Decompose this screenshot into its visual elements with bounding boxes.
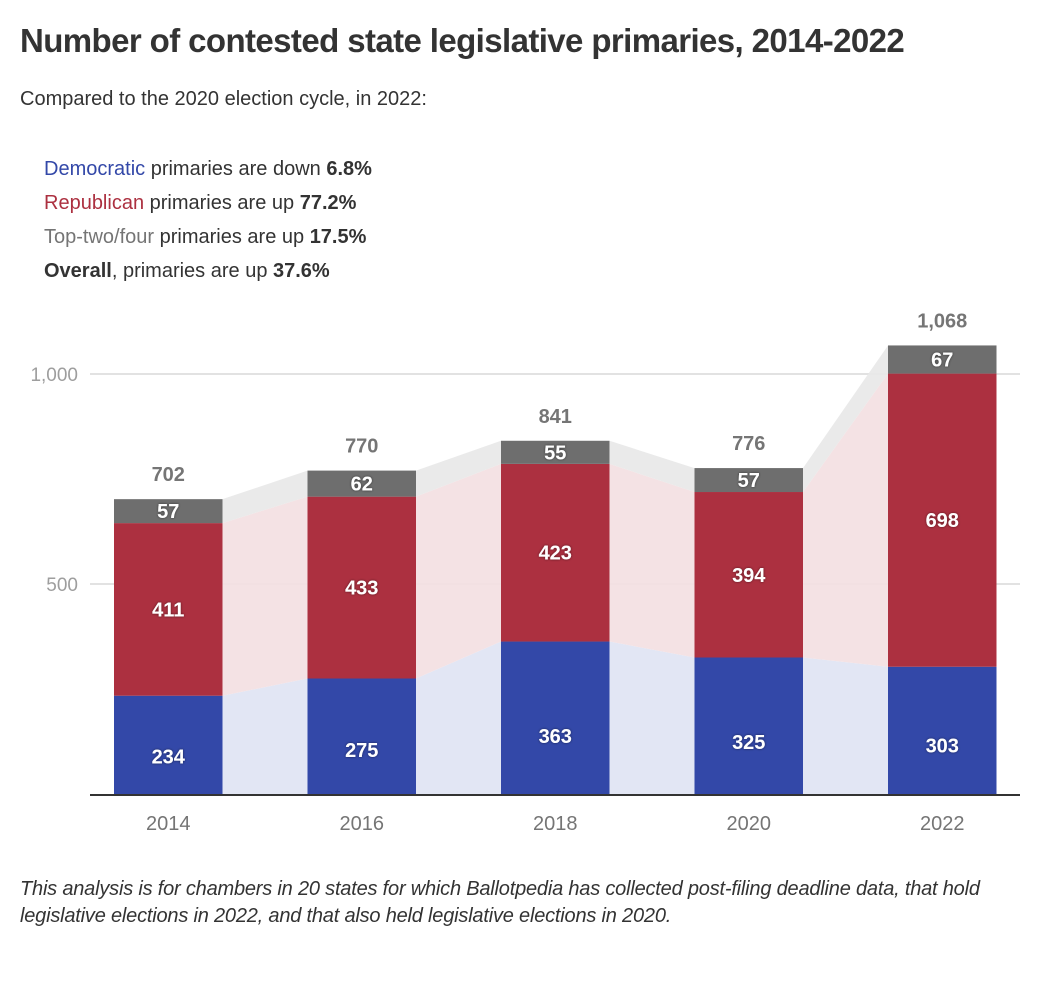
bar-segment-democratic	[501, 641, 610, 794]
segment-value-label: 423	[539, 543, 572, 565]
summary-top-two-four: Top-two/four primaries are up 17.5%	[44, 220, 372, 254]
chart-subtitle: Compared to the 2020 election cycle, in …	[20, 88, 427, 110]
connector-area-democratic	[416, 641, 501, 794]
segment-value-label: 698	[926, 510, 959, 532]
summary-value: 17.5%	[309, 226, 367, 248]
bar-segment-republican	[307, 496, 416, 679]
x-tick-label: 2020	[727, 813, 772, 835]
summary-party: Overall	[44, 260, 112, 282]
bar-segment-republican	[888, 373, 997, 667]
summary-text: primaries are up	[144, 192, 300, 214]
bar-segment-republican	[694, 492, 803, 658]
bar-segment-republican	[501, 463, 610, 642]
chart-title: Number of contested state legislative pr…	[20, 22, 905, 59]
total-value-label: 776	[732, 433, 765, 455]
axes: 500 1,000 2014 2016 2018 2020 2022	[30, 365, 1020, 835]
connector-area-democratic	[609, 641, 695, 794]
connector-area-democratic	[803, 657, 888, 794]
bar-segment-republican	[114, 523, 223, 696]
segment-value-label: 433	[345, 578, 378, 600]
connector-area-republican	[803, 373, 888, 667]
bar-segment-top-two-four	[307, 470, 416, 497]
bars	[114, 345, 997, 794]
connector-area-top-two-four	[222, 470, 308, 524]
summary-democratic: Democratic primaries are down 6.8%	[44, 152, 372, 186]
bar-segment-top-two-four	[694, 468, 803, 493]
segment-value-label: 363	[539, 726, 572, 748]
connector-area-republican	[222, 496, 308, 696]
x-tick-label: 2014	[146, 813, 191, 835]
summary-text: , primaries are up	[111, 260, 273, 282]
stacked-bar-chart: 2344115770227543362770363423558413253945…	[30, 310, 1020, 835]
bar-segment-top-two-four	[888, 345, 997, 374]
footnote: This analysis is for chambers in 20 stat…	[20, 878, 980, 927]
summary-text: primaries are up	[154, 226, 310, 248]
connector-area-top-two-four	[416, 440, 501, 497]
bar-segment-top-two-four	[114, 499, 223, 524]
total-value-label: 841	[539, 406, 572, 428]
segment-value-label: 55	[544, 442, 566, 464]
x-tick-label: 2022	[920, 813, 965, 835]
bar-segment-democratic	[114, 695, 223, 794]
bar-segment-democratic	[694, 657, 803, 794]
connector-area-top-two-four	[609, 440, 695, 493]
summary-value: 37.6%	[273, 260, 330, 282]
segment-value-label: 57	[738, 470, 760, 492]
bar-segment-top-two-four	[501, 440, 610, 464]
x-tick-label: 2018	[533, 813, 578, 835]
summary-party: Democratic	[44, 158, 146, 180]
summary-party: Top-two/four	[44, 226, 155, 248]
connector-area-top-two-four	[803, 345, 888, 493]
x-tick-label: 2016	[340, 813, 385, 835]
summary-text: primaries are down	[145, 158, 327, 180]
total-value-label: 1,068	[917, 310, 967, 332]
total-value-label: 770	[345, 436, 378, 458]
segment-value-label: 234	[152, 747, 186, 769]
bar-segment-democratic	[888, 666, 997, 794]
connector-area-republican	[609, 463, 695, 658]
segment-value-label: 275	[345, 740, 378, 762]
summary-list: Democratic primaries are down 6.8% Repub…	[44, 152, 372, 288]
data-labels: 234 411 57 702 275 433 62 770 363 423 55 841 325 394 5…	[152, 310, 968, 768]
segment-value-label: 57	[157, 501, 179, 523]
summary-overall: Overall, primaries are up 37.6%	[44, 254, 372, 288]
segment-value-label: 325	[732, 732, 765, 754]
connector-areas	[222, 345, 888, 794]
bar-segment-democratic	[307, 678, 416, 794]
connector-area-democratic	[222, 678, 308, 794]
segment-value-label: 62	[351, 474, 373, 496]
summary-republican: Republican primaries are up 77.2%	[44, 186, 372, 220]
segment-value-label: 303	[926, 736, 959, 758]
y-tick-label: 500	[46, 575, 78, 596]
segment-value-label: 394	[732, 565, 766, 587]
summary-value: 77.2%	[299, 192, 357, 214]
y-tick-label: 1,000	[30, 365, 78, 386]
segment-value-label: 411	[152, 599, 184, 621]
summary-party: Republican	[44, 192, 145, 214]
total-value-label: 702	[152, 464, 185, 486]
connector-area-republican	[416, 463, 501, 679]
summary-value: 6.8%	[326, 158, 372, 180]
segment-value-label: 67	[931, 350, 953, 372]
